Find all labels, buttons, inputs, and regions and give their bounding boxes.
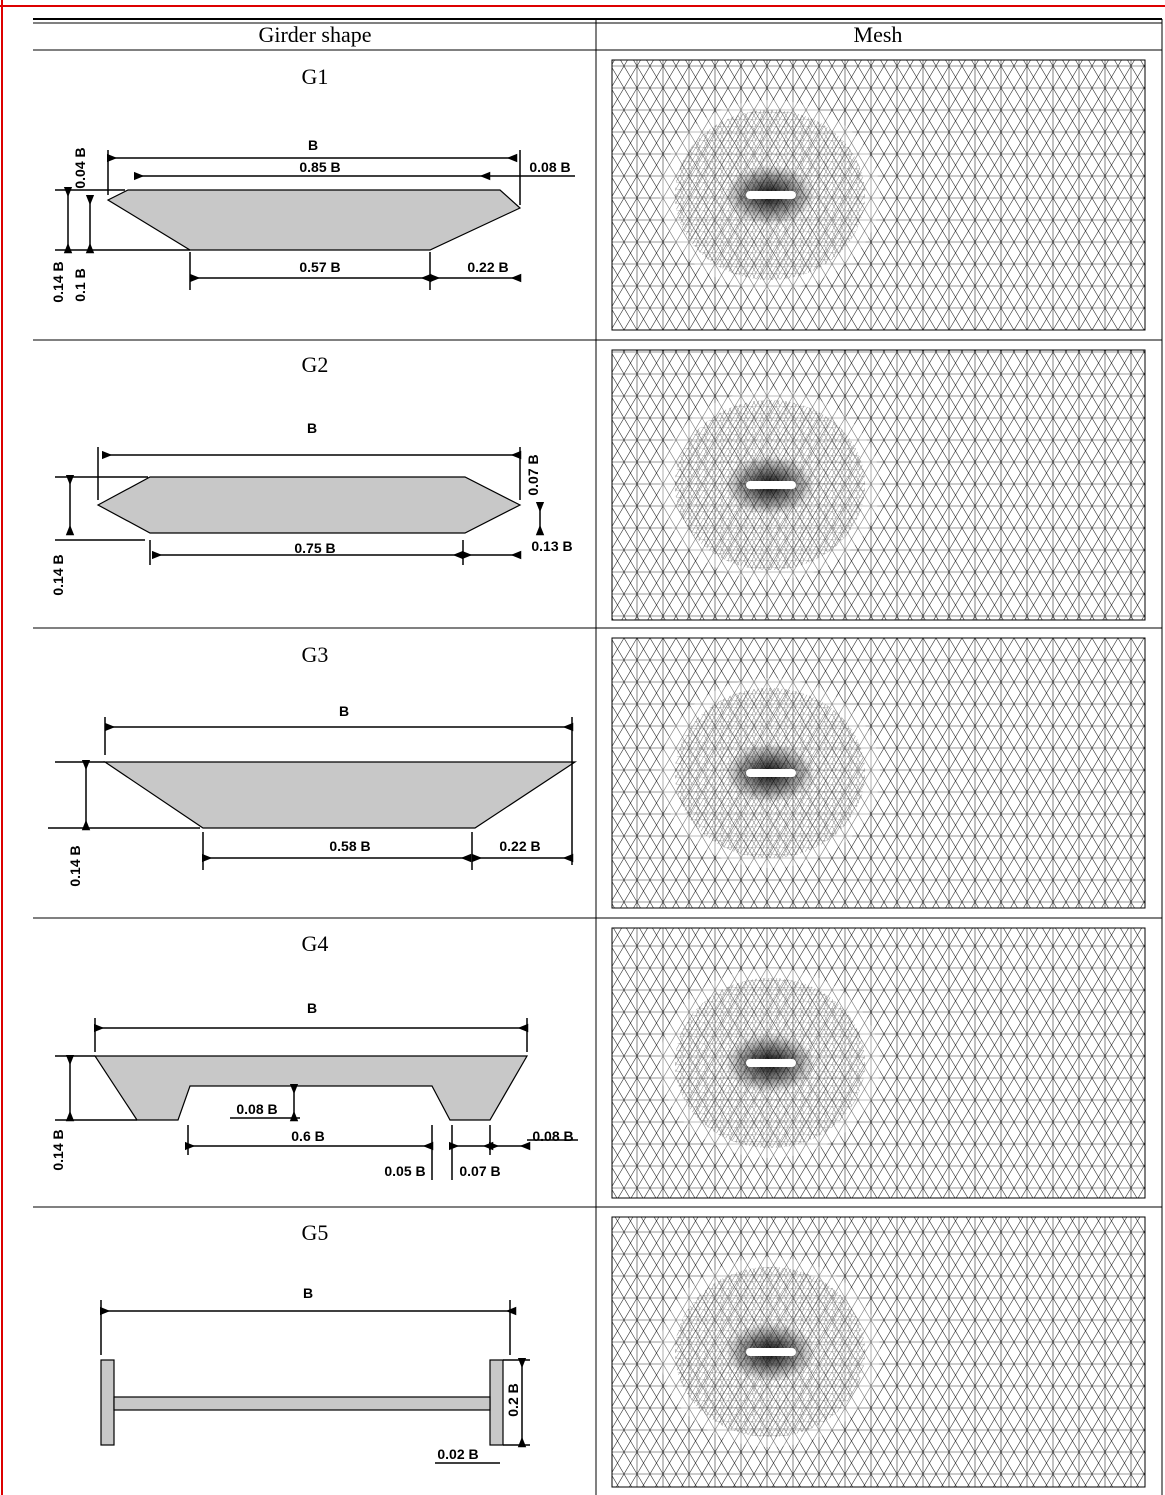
dimension-label: B (307, 1000, 317, 1016)
dimension-label: 0.05 B (384, 1163, 425, 1179)
dimension-label: 0.22 B (499, 838, 540, 854)
dimension-label: 0.2 B (505, 1383, 521, 1416)
dimension-label: 0.58 B (329, 838, 370, 854)
dimension-label: 0.02 B (437, 1446, 478, 1462)
page: Girder shape Mesh G1 B 0.85 B 0.08 B 0.0… (0, 0, 1165, 1495)
dimension-label: 0.1 B (72, 268, 88, 301)
mesh-part (746, 769, 796, 777)
mesh-part (746, 1059, 796, 1067)
girder-drawing (101, 1300, 530, 1463)
header-cell: Girder shape (258, 22, 371, 47)
dimension-label: 0.07 B (525, 454, 541, 495)
dimension-label: 0.07 B (459, 1163, 500, 1179)
dimension-label: B (308, 137, 318, 153)
dimension-label: 0.13 B (531, 538, 572, 554)
dimension-label: 0.08 B (529, 159, 570, 175)
mesh-part (746, 481, 796, 489)
dimension-label: 0.14 B (50, 554, 66, 595)
girder-label: G1 (302, 64, 329, 89)
dimension-label: B (339, 703, 349, 719)
girder-label: G3 (302, 642, 329, 667)
dimension-label: 0.08 B (236, 1101, 277, 1117)
dimension-label: 0.04 B (72, 147, 88, 188)
dimension-label: 0.6 B (291, 1128, 324, 1144)
dimension-label: 0.14 B (50, 1129, 66, 1170)
girder-drawing (48, 717, 575, 870)
dimension-label: 0.14 B (67, 845, 83, 886)
girder-label: G2 (302, 352, 329, 377)
girder-label: G4 (302, 931, 329, 956)
dimension-label: 0.75 B (294, 540, 335, 556)
dimension-label: B (303, 1285, 313, 1301)
mesh-part (746, 191, 796, 199)
dimension-label: B (307, 420, 317, 436)
dimension-label: 0.08 B (532, 1128, 573, 1144)
dimension-label: 0.14 B (50, 261, 66, 302)
mesh-part (746, 1348, 796, 1356)
dimension-label: 0.22 B (467, 259, 508, 275)
header-cell: Mesh (854, 22, 903, 47)
mesh-images (612, 60, 1145, 1487)
girder-drawing (55, 1018, 578, 1180)
dimension-label: 0.57 B (299, 259, 340, 275)
dimension-label: 0.85 B (299, 159, 340, 175)
girder-label: G5 (302, 1220, 329, 1245)
